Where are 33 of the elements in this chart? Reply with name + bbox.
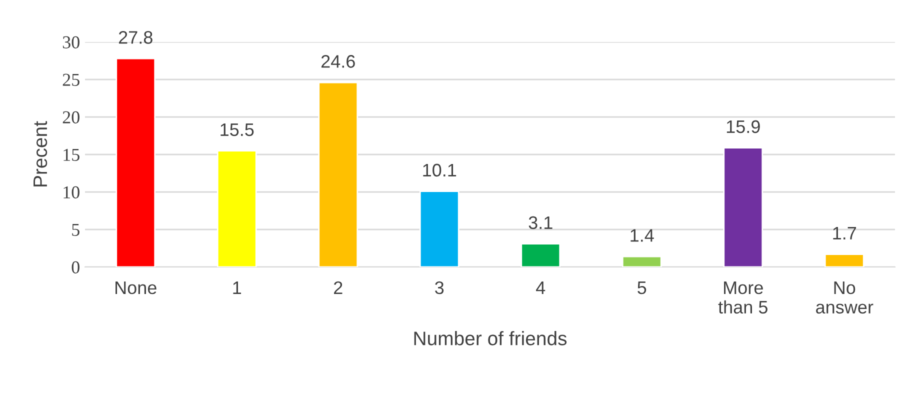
data-label: 24.6 (321, 55, 355, 68)
y-tick-label: 25 (62, 74, 80, 86)
x-tick-label: 2 (334, 281, 342, 294)
bar (824, 254, 864, 267)
data-label: 1.4 (630, 229, 654, 242)
x-tick-label: More than 5 (718, 282, 768, 314)
data-label: 1.7 (833, 226, 856, 240)
y-tick-label: 30 (62, 36, 80, 48)
data-label: 27.8 (118, 31, 152, 44)
bar (520, 243, 561, 267)
y-tick-label: 15 (64, 148, 80, 161)
x-tick-label: 4 (536, 282, 546, 294)
x-tick-label: 3 (435, 281, 444, 294)
y-tick-label: 5 (72, 224, 80, 236)
bar (419, 190, 460, 267)
bar (318, 82, 358, 267)
x-tick-label: No answer (816, 282, 874, 314)
data-label: 10.1 (423, 164, 456, 177)
bar (723, 147, 764, 267)
data-label: 3.1 (528, 216, 552, 230)
y-tick-label: 10 (64, 186, 80, 198)
x-tick-label: 1 (233, 282, 242, 294)
y-tick-label: 20 (62, 111, 80, 124)
bar (216, 150, 257, 267)
bar (116, 58, 156, 267)
x-axis-title: Number of friends (414, 331, 567, 346)
y-tick-label: 0 (72, 261, 80, 274)
x-tick-label: 5 (638, 282, 646, 294)
x-tick-label: None (116, 282, 156, 294)
data-label: 15.9 (726, 120, 760, 134)
data-label: 15.5 (220, 123, 254, 136)
bar (622, 256, 662, 267)
y-axis-title: Precent (34, 121, 48, 186)
